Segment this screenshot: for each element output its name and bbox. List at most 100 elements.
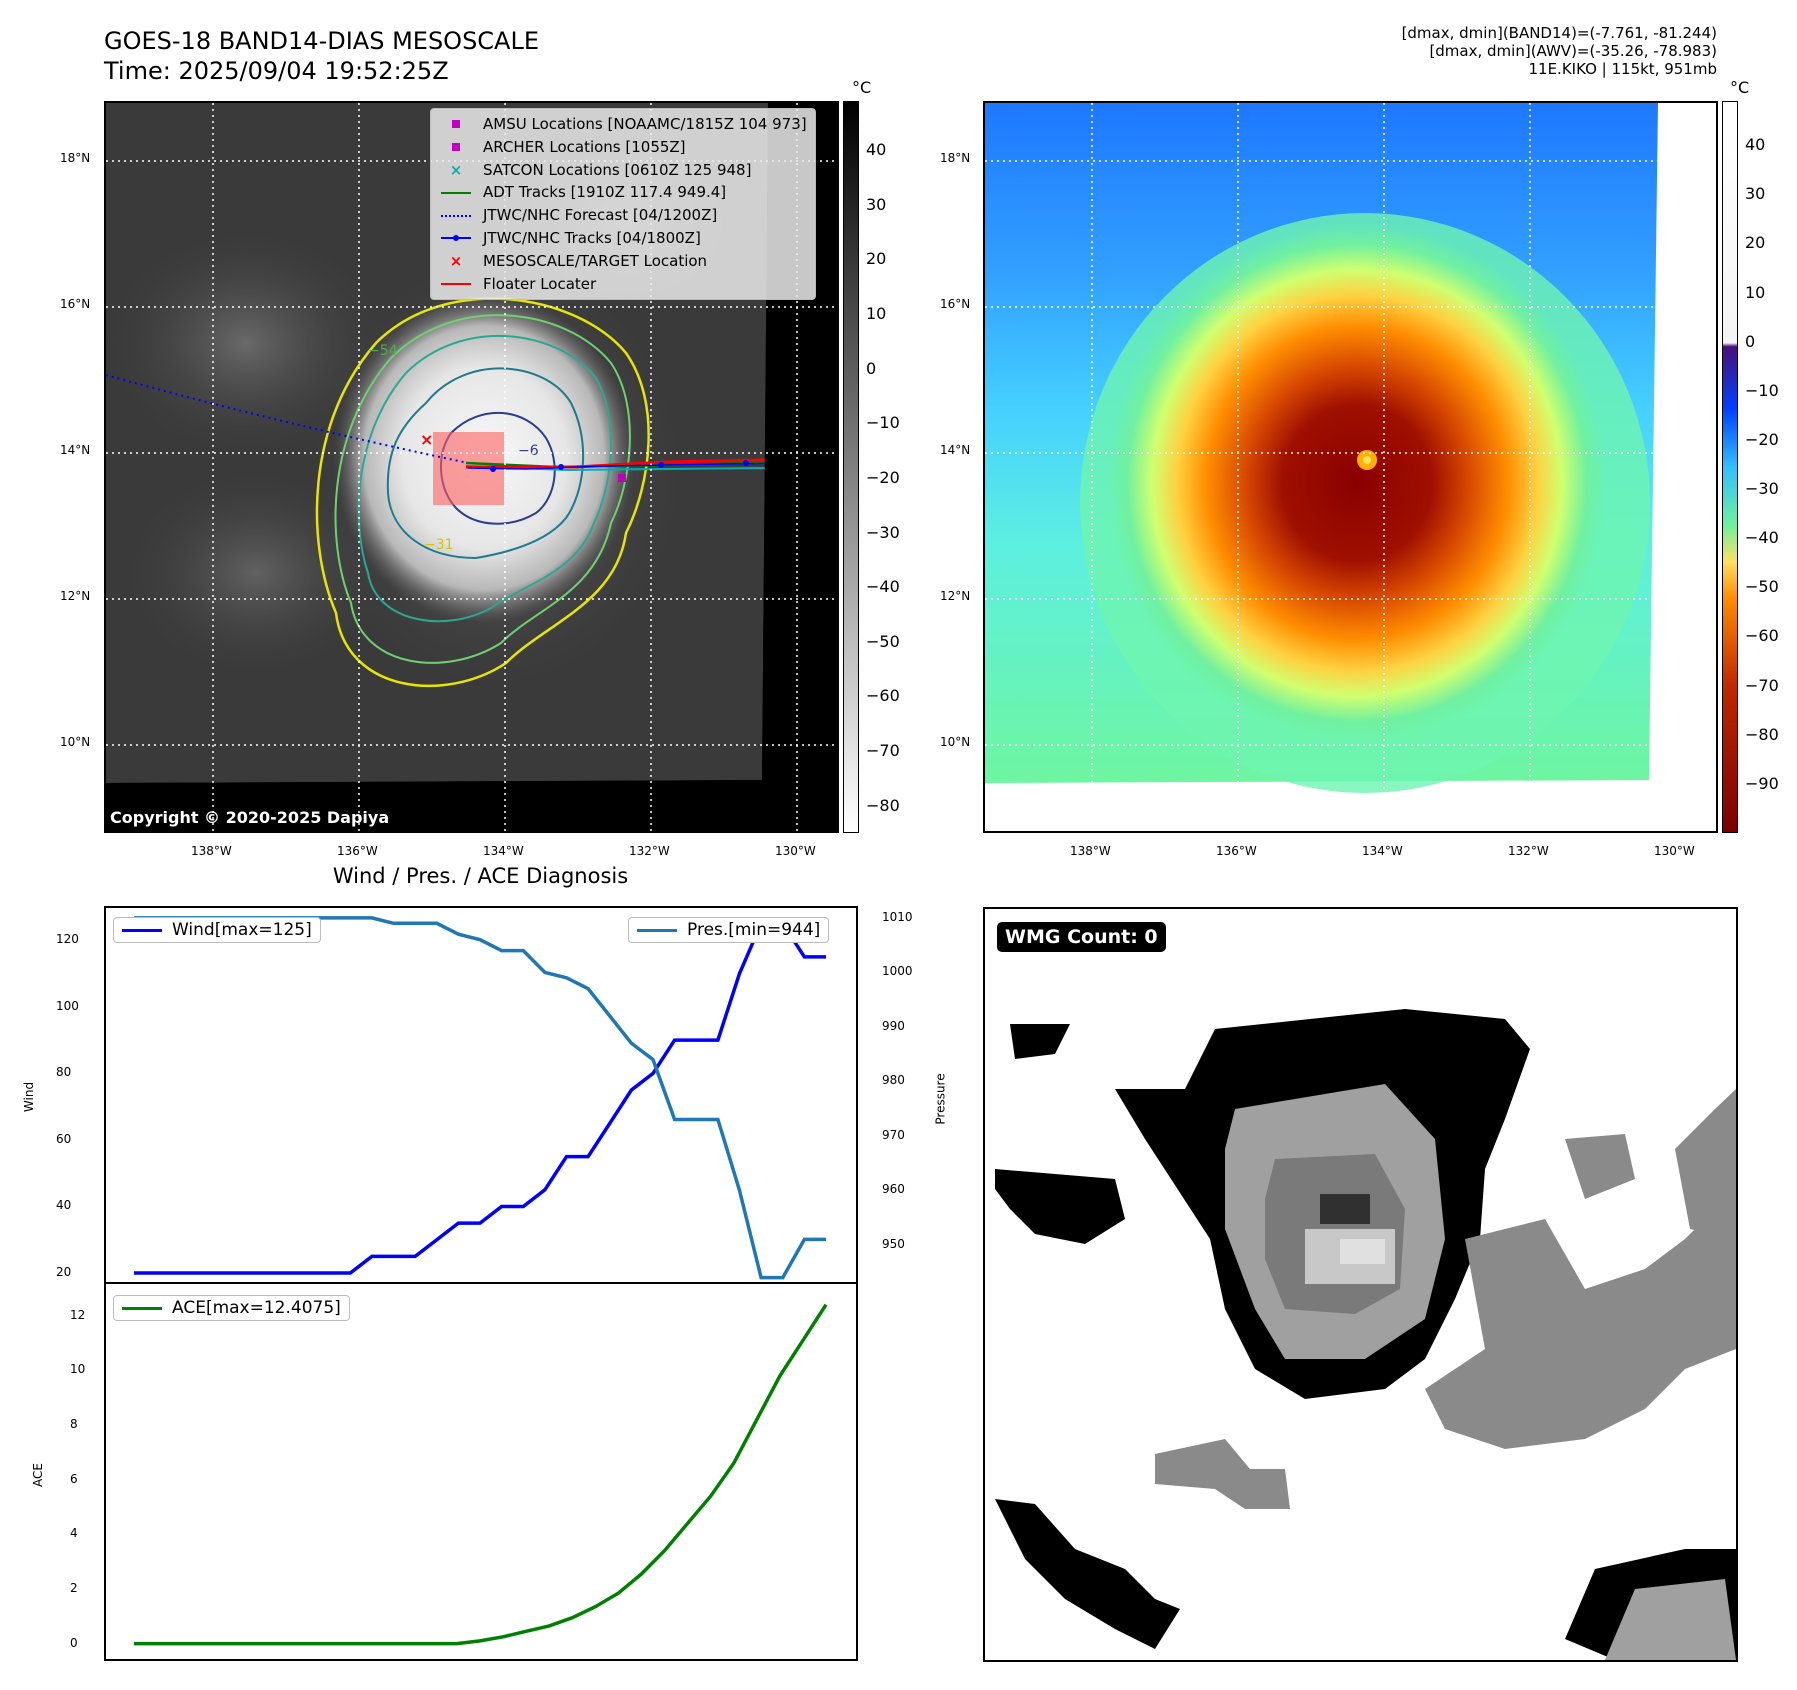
awv-colorbar-tick: −90 — [1745, 773, 1779, 793]
band14-colorbar-tick: −70 — [866, 741, 900, 761]
legend-floater: Floater Locater — [439, 273, 807, 296]
awv-colorbar-tick: 10 — [1745, 282, 1766, 302]
awv-colorbar-tick: −80 — [1745, 724, 1779, 744]
awv-colorbar-tick: 40 — [1745, 135, 1766, 155]
band14-colorbar-tick: −20 — [866, 467, 900, 487]
pressure-axis-label: Pressure — [933, 1073, 948, 1125]
ace-tick-label: 2 — [70, 1580, 78, 1595]
awv-graticule — [985, 103, 1716, 831]
diagnosis-title: Wind / Pres. / ACE Diagnosis — [332, 864, 629, 888]
ace-axis-label: ACE — [30, 1463, 45, 1487]
band14-colorbar-tick: −30 — [866, 522, 900, 542]
wind-tick-label: 60 — [56, 1131, 72, 1146]
awv-colorbar-tick: 0 — [1745, 331, 1756, 351]
legend-amsu: AMSU Locations [NOAAMC/1815Z 104 973] — [439, 113, 807, 136]
right-map-lat-label: 14°N — [940, 443, 971, 457]
band14-colorbar-tick: 10 — [866, 304, 887, 324]
wind-tick-label: 120 — [56, 932, 79, 947]
pressure-tick-label: 960 — [882, 1182, 905, 1197]
contour-label-6: −6 — [518, 443, 539, 459]
left-map-lon-label: 132°W — [629, 844, 670, 858]
contour-label-54: −54 — [368, 343, 398, 359]
wind-legend: Wind[max=125] — [113, 917, 321, 943]
band14-colorbar-tick: −50 — [866, 631, 900, 651]
title-line-2: Time: 2025/09/04 19:52:25Z — [104, 57, 449, 85]
awv-colorbar-tick: 30 — [1745, 184, 1766, 204]
right-map-lon-label: 136°W — [1216, 844, 1257, 858]
awv-map — [985, 103, 1716, 831]
awv-colorbar-tick: 20 — [1745, 233, 1766, 253]
awv-colorbar — [1722, 101, 1738, 833]
ace-line — [134, 1303, 828, 1646]
right-map-lon-label: 130°W — [1654, 844, 1695, 858]
ace-tick-label: 8 — [70, 1417, 78, 1432]
right-map-lon-label: 134°W — [1362, 844, 1403, 858]
left-map-lon-label: 138°W — [191, 844, 232, 858]
stats-awv: [dmax, dmin](AWV)=(-35.26, -78.983) — [1429, 42, 1717, 60]
band14-colorbar-unit: °C — [852, 78, 872, 97]
left-map-lat-label: 18°N — [60, 151, 91, 165]
pressure-legend: Pres.[min=944] — [628, 917, 830, 943]
awv-colorbar-tick: −50 — [1745, 577, 1779, 597]
diagnosis-ticks — [104, 917, 858, 1645]
awv-colorbar-tick: −30 — [1745, 479, 1779, 499]
ace-tick-label: 0 — [70, 1635, 78, 1650]
left-map-lat-label: 14°N — [60, 443, 91, 457]
awv-colorbar-tick: −70 — [1745, 675, 1779, 695]
band14-colorbar — [843, 101, 859, 833]
jtwc-track — [467, 462, 797, 470]
left-map-lon-label: 136°W — [337, 844, 378, 858]
pressure-tick-label: 1000 — [882, 964, 913, 979]
figure-title: GOES-18 BAND14-DIAS MESOSCALE Time: 2025… — [104, 26, 539, 86]
band14-colorbar-tick: −40 — [866, 577, 900, 597]
legend-forecast: JTWC/NHC Forecast [04/1200Z] — [439, 204, 807, 227]
wind-line — [134, 921, 826, 1275]
band14-colorbar-tick: 40 — [866, 140, 887, 160]
awv-colorbar-tick: −10 — [1745, 380, 1779, 400]
title-line-1: GOES-18 BAND14-DIAS MESOSCALE — [104, 27, 540, 55]
pressure-tick-label: 1010 — [882, 909, 913, 924]
left-map-lat-label: 12°N — [60, 589, 91, 603]
ace-tick-label: 12 — [70, 1307, 86, 1322]
left-map-lon-label: 130°W — [775, 844, 816, 858]
wmg-panel — [983, 907, 1738, 1662]
pressure-tick-label: 980 — [882, 1073, 905, 1088]
ace-tick-label: 6 — [70, 1471, 78, 1486]
wind-tick-label: 100 — [56, 998, 79, 1013]
wmg-grid — [995, 1009, 1736, 1660]
wind-tick-label: 80 — [56, 1065, 72, 1080]
legend-mesoscale: × MESOSCALE/TARGET Location — [449, 251, 708, 270]
ace-series — [134, 1303, 828, 1646]
awv-colorbar-tick: −60 — [1745, 626, 1779, 646]
awv-colorbar-tick: −20 — [1745, 429, 1779, 449]
band14-colorbar-tick: −10 — [866, 413, 900, 433]
ace-legend: ACE[max=12.4075] — [113, 1295, 350, 1321]
right-map-lat-label: 16°N — [940, 297, 971, 311]
right-map-lat-label: 10°N — [940, 735, 971, 749]
pressure-tick-label: 950 — [882, 1236, 905, 1251]
mesoscale-target-marker: × — [420, 430, 433, 449]
wmg-count-badge: WMG Count: 0 — [997, 922, 1166, 952]
left-map-lon-label: 134°W — [483, 844, 524, 858]
diagnosis-plots — [104, 906, 858, 1661]
legend-adt: ADT Tracks [1910Z 117.4 949.4] — [439, 181, 807, 204]
pressure-tick-label: 970 — [882, 1127, 905, 1142]
awv-colorbar-unit: °C — [1730, 78, 1750, 97]
wind-tick-label: 40 — [56, 1198, 72, 1213]
stats-band14: [dmax, dmin](BAND14)=(-7.761, -81.244) — [1401, 24, 1717, 42]
band14-colorbar-tick: 0 — [866, 358, 877, 378]
pressure-tick-label: 990 — [882, 1018, 905, 1033]
track-legend: AMSU Locations [NOAAMC/1815Z 104 973] AR… — [430, 108, 816, 301]
ace-axes — [104, 1282, 858, 1661]
contour-label-31: −31 — [424, 537, 454, 553]
ace-tick-label: 10 — [70, 1362, 86, 1377]
right-map-lon-label: 138°W — [1070, 844, 1111, 858]
legend-archer: ARCHER Locations [1055Z] — [439, 136, 807, 159]
band14-colorbar-tick: 20 — [866, 249, 887, 269]
right-map-lon-label: 132°W — [1508, 844, 1549, 858]
right-map-lat-label: 18°N — [940, 151, 971, 165]
wind-tick-label: 20 — [56, 1265, 72, 1280]
wind-series — [134, 921, 826, 1275]
legend-jtwc-track: JTWC/NHC Tracks [04/1800Z] — [439, 227, 807, 250]
left-map-lat-label: 16°N — [60, 297, 91, 311]
